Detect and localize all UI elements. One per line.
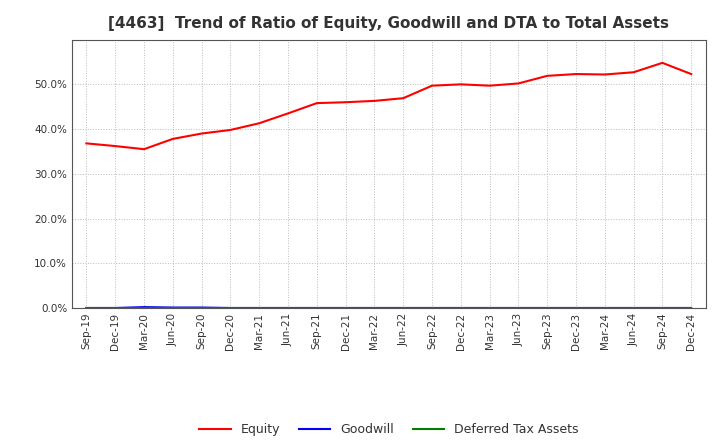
Deferred Tax Assets xyxy=(485,305,494,311)
Equity xyxy=(485,83,494,88)
Deferred Tax Assets xyxy=(140,305,148,311)
Goodwill xyxy=(370,305,379,311)
Equity xyxy=(168,136,177,142)
Goodwill xyxy=(485,305,494,311)
Equity xyxy=(226,127,235,132)
Deferred Tax Assets xyxy=(197,305,206,311)
Goodwill xyxy=(514,305,523,311)
Goodwill xyxy=(428,305,436,311)
Goodwill xyxy=(226,305,235,311)
Deferred Tax Assets xyxy=(600,305,609,311)
Goodwill xyxy=(197,305,206,310)
Deferred Tax Assets xyxy=(572,305,580,311)
Equity xyxy=(543,73,552,78)
Deferred Tax Assets xyxy=(312,305,321,311)
Line: Goodwill: Goodwill xyxy=(86,307,691,308)
Deferred Tax Assets xyxy=(456,305,465,311)
Deferred Tax Assets xyxy=(255,305,264,311)
Goodwill xyxy=(255,305,264,311)
Deferred Tax Assets xyxy=(428,305,436,311)
Goodwill xyxy=(82,305,91,311)
Deferred Tax Assets xyxy=(514,305,523,311)
Equity xyxy=(514,81,523,86)
Deferred Tax Assets xyxy=(629,305,638,311)
Equity xyxy=(140,147,148,152)
Equity xyxy=(399,95,408,101)
Goodwill xyxy=(341,305,350,311)
Equity xyxy=(312,100,321,106)
Equity xyxy=(255,121,264,126)
Equity xyxy=(658,60,667,66)
Goodwill xyxy=(687,305,696,311)
Deferred Tax Assets xyxy=(658,305,667,311)
Equity xyxy=(687,71,696,77)
Equity xyxy=(572,71,580,77)
Equity xyxy=(600,72,609,77)
Goodwill xyxy=(658,305,667,311)
Goodwill xyxy=(140,304,148,310)
Line: Equity: Equity xyxy=(86,63,691,149)
Goodwill xyxy=(111,305,120,311)
Deferred Tax Assets xyxy=(284,305,292,311)
Equity xyxy=(197,131,206,136)
Equity xyxy=(629,70,638,75)
Goodwill xyxy=(456,305,465,311)
Goodwill xyxy=(312,305,321,311)
Goodwill xyxy=(168,305,177,310)
Goodwill xyxy=(399,305,408,311)
Goodwill xyxy=(543,305,552,311)
Goodwill xyxy=(600,305,609,311)
Deferred Tax Assets xyxy=(111,305,120,311)
Goodwill xyxy=(572,305,580,311)
Equity xyxy=(370,98,379,103)
Deferred Tax Assets xyxy=(687,305,696,311)
Deferred Tax Assets xyxy=(341,305,350,311)
Deferred Tax Assets xyxy=(226,305,235,311)
Deferred Tax Assets xyxy=(370,305,379,311)
Legend: Equity, Goodwill, Deferred Tax Assets: Equity, Goodwill, Deferred Tax Assets xyxy=(194,418,583,440)
Equity xyxy=(428,83,436,88)
Equity xyxy=(284,111,292,116)
Deferred Tax Assets xyxy=(399,305,408,311)
Title: [4463]  Trend of Ratio of Equity, Goodwill and DTA to Total Assets: [4463] Trend of Ratio of Equity, Goodwil… xyxy=(108,16,670,32)
Deferred Tax Assets xyxy=(543,305,552,311)
Deferred Tax Assets xyxy=(82,305,91,311)
Deferred Tax Assets xyxy=(168,305,177,311)
Goodwill xyxy=(629,305,638,311)
Equity xyxy=(456,82,465,87)
Equity xyxy=(111,143,120,149)
Equity xyxy=(341,99,350,105)
Equity xyxy=(82,141,91,146)
Goodwill xyxy=(284,305,292,311)
